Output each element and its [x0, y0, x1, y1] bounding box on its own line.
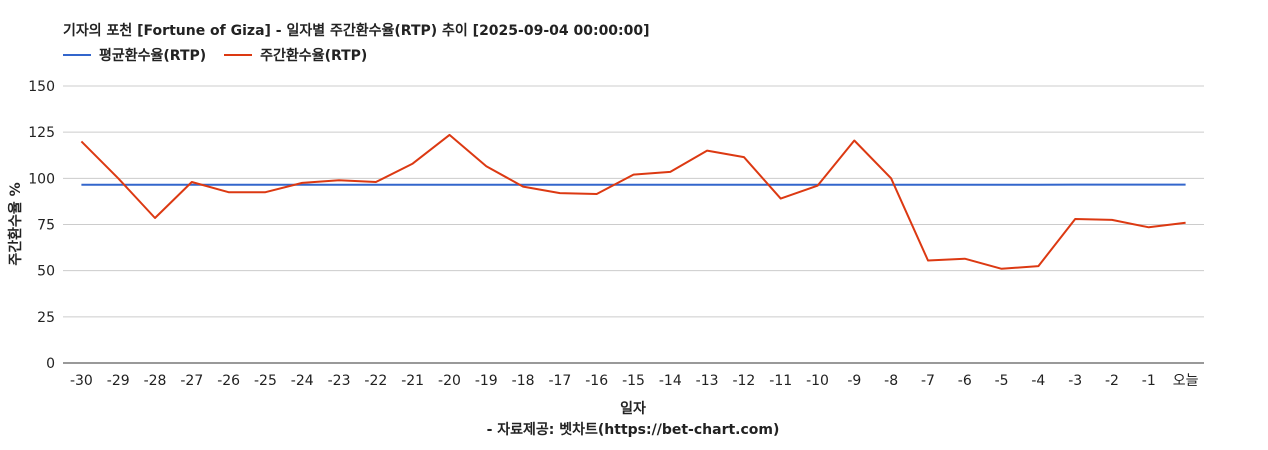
- y-tick-label: 25: [37, 310, 55, 326]
- x-tick-label: -18: [512, 373, 535, 389]
- x-tick-label: -21: [401, 373, 424, 389]
- x-tick-label: -13: [696, 373, 719, 389]
- x-tick-label: -25: [254, 373, 277, 389]
- x-tick-label: -12: [732, 373, 755, 389]
- x-axis-ticks: -30 -29 -28 -27 -26 -25 -24 -23 -22 -21 -20 -19 -18-…: [70, 373, 1199, 389]
- x-axis-title: 일자: [620, 401, 646, 417]
- x-tick-label: -1: [1142, 373, 1156, 389]
- y-tick-label: 75: [37, 218, 55, 234]
- legend-label-average: 평균환수율(RTP): [99, 48, 207, 64]
- x-tick-label: -10: [806, 373, 829, 389]
- x-tick-label: -8: [884, 373, 898, 389]
- source-note: - 자료제공: 벳차트(https://bet-chart.com): [487, 421, 780, 438]
- y-tick-label: 0: [46, 356, 55, 372]
- y-tick-label: 125: [28, 125, 55, 141]
- x-tick-label: -3: [1068, 373, 1082, 389]
- x-tick-label: -30: [70, 373, 93, 389]
- x-tick-label: -19: [475, 373, 498, 389]
- series-line-weekly[interactable]: [80, 133, 1186, 270]
- y-tick-label: 50: [37, 264, 55, 280]
- legend-swatch-weekly: [224, 54, 253, 56]
- x-tick-label: -14: [659, 373, 682, 389]
- x-tick-label: -15: [622, 373, 645, 389]
- chart-title: 기자의 포천 [Fortune of Giza] - 일자별 주간환수율(RTP…: [63, 23, 650, 39]
- x-tick-label: -6: [958, 373, 972, 389]
- x-tick-label: -24: [291, 373, 314, 389]
- x-tick-label: -9: [847, 373, 861, 389]
- legend-item-average[interactable]: 평균환수율(RTP): [63, 45, 206, 65]
- y-tick-label: 100: [28, 171, 55, 187]
- legend: 평균환수율(RTP) 주간환수율(RTP): [63, 45, 367, 65]
- x-tick-label: -2: [1105, 373, 1119, 389]
- x-tick-label: -28: [144, 373, 167, 389]
- x-tick-label: -20: [438, 373, 461, 389]
- series-lines: [80, 133, 1186, 270]
- x-tick-label: -29: [107, 373, 130, 389]
- x-tick-label: -27: [180, 373, 203, 389]
- x-tick-label: -26: [217, 373, 240, 389]
- y-axis-title: 주간환수율 %: [7, 182, 24, 265]
- legend-label-weekly: 주간환수율(RTP): [260, 48, 368, 64]
- y-axis-ticks: 0 25 50 75 100 125 150: [28, 79, 55, 372]
- x-tick-label: -7: [921, 373, 935, 389]
- x-tick-label: -4: [1031, 373, 1045, 389]
- x-tick-label: -22: [364, 373, 387, 389]
- x-tick-label: 오늘: [1173, 373, 1199, 389]
- x-tick-label: -17: [548, 373, 571, 389]
- y-tick-label: 150: [28, 79, 55, 95]
- legend-swatch-average: [63, 54, 91, 56]
- x-tick-label: -23: [328, 373, 351, 389]
- x-tick-label: -16: [585, 373, 608, 389]
- gridlines: [63, 85, 1204, 364]
- x-tick-label: -5: [995, 373, 1009, 389]
- x-tick-label: -11: [769, 373, 792, 389]
- legend-item-weekly[interactable]: 주간환수율(RTP): [224, 45, 367, 65]
